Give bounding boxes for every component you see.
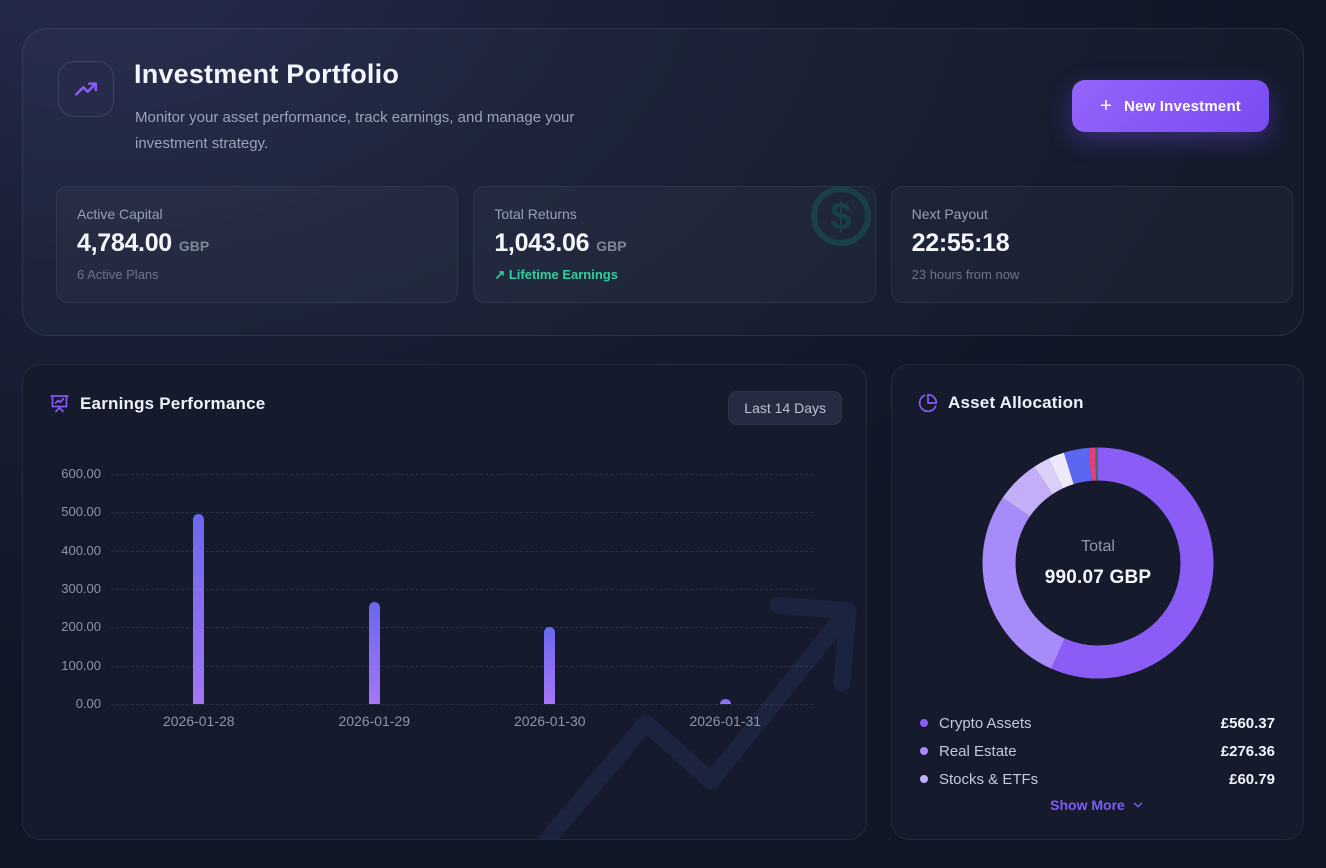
gridline [111,665,813,667]
stat-label: Active Capital [77,206,163,222]
legend-value: £560.37 [1220,714,1275,732]
stat-value: 1,043.06 [494,229,590,257]
stat-value: 22:55:18 [911,229,1010,257]
legend-item-crypto-assets: Crypto Assets £560.37 [920,709,1275,737]
legend-label: Crypto Assets [939,714,1032,732]
earnings-chart: 600.00 500.00 400.00 300.00 200.00 100.00 0.00… [23,365,866,839]
trend-up-arrow-icon: ↗ [494,267,506,282]
asset-allocation-card: Asset Allocation Total 990.07 GBP Crypto… [891,364,1304,840]
earnings-title: Earnings Performance [80,393,266,413]
donut-slice [982,447,1214,679]
legend-item-real-estate: Real Estate £276.36 [920,737,1275,765]
page-title: Investment Portfolio [134,59,400,89]
stat-label: Total Returns [494,206,577,222]
earnings-bar [544,627,556,704]
legend-dot [920,747,928,755]
legend-item-stocks-etfs: Stocks & ETFs £60.79 [920,765,1275,793]
x-axis-tick-label: 2026-01-31 [689,713,762,729]
page-subtitle: Monitor your asset performance, track ea… [135,109,575,152]
earnings-performance-card: Earnings Performance Last 14 Days 600.00… [22,364,867,840]
legend-dot [920,775,928,783]
stat-card-active-capital: Active Capital 4,784.00 GBP 6 Active Pla… [56,186,459,303]
stat-card-next-payout: Next Payout 22:55:18 23 hours from now [890,186,1293,303]
stat-sub: 23 hours from now [911,267,1020,282]
portfolio-header-panel: Investment Portfolio Monitor your asset … [22,28,1304,336]
stat-sub: 6 Active Plans [77,267,159,282]
allocation-legend: Crypto Assets £560.37 Real Estate £276.3… [920,709,1275,793]
y-axis-tick-label: 600.00 [61,466,101,481]
stat-value: 4,784.00 [77,229,172,257]
pie-chart-icon [918,393,938,413]
gridline [111,474,813,475]
y-axis-tick-label: 0.00 [75,696,101,711]
allocation-donut [982,447,1214,679]
gridline [111,589,813,590]
trending-up-icon [75,82,97,96]
stat-label: Next Payout [911,206,988,222]
new-investment-button[interactable]: + New Investment [1072,80,1269,132]
allocation-title: Asset Allocation [948,393,1084,412]
y-axis-tick-label: 100.00 [61,657,101,673]
donut-slice [982,447,1214,679]
earnings-bar [719,699,731,704]
stat-unit: GBP [178,238,210,254]
chevron-down-icon [1133,802,1143,808]
allocation-donut-wrap: Total 990.07 GBP [982,447,1214,679]
x-axis-tick-label: 2026-01-28 [162,713,235,729]
stat-unit: GBP [596,238,627,254]
earnings-bar [368,602,380,704]
legend-value: £60.79 [1229,770,1275,788]
show-more-link[interactable]: Show More [892,797,1303,813]
legend-value: £276.36 [1220,742,1275,760]
new-investment-label: New Investment [1124,97,1241,115]
stat-card-total-returns: Total Returns 1,043.06 GBP ↗ Lifetime Ea… [473,186,876,303]
presentation-chart-icon [50,395,69,413]
portfolio-icon-box [58,61,114,117]
y-axis-tick-label: 500.00 [61,504,101,520]
stat-sub-lifetime-earnings: ↗ Lifetime Earnings [494,267,618,282]
y-axis-tick-label: 400.00 [61,542,101,558]
range-selector-chip[interactable]: Last 14 Days [728,391,842,425]
stats-row: Active Capital 4,784.00 GBP 6 Active Pla… [56,186,1293,303]
gridline [111,704,813,705]
y-axis-tick-label: 200.00 [61,619,101,635]
y-axis-tick-label: 300.00 [61,581,101,596]
legend-label: Real Estate [939,742,1017,760]
x-axis-tick-label: 2026-01-30 [513,713,586,729]
gridline [111,550,813,552]
earnings-bar [193,514,205,704]
legend-label: Stocks & ETFs [939,770,1039,788]
gridline [111,627,813,629]
plus-icon: + [1100,95,1112,117]
gridline [111,512,813,514]
x-axis-tick-label: 2026-01-29 [338,713,411,729]
legend-dot [920,719,928,727]
